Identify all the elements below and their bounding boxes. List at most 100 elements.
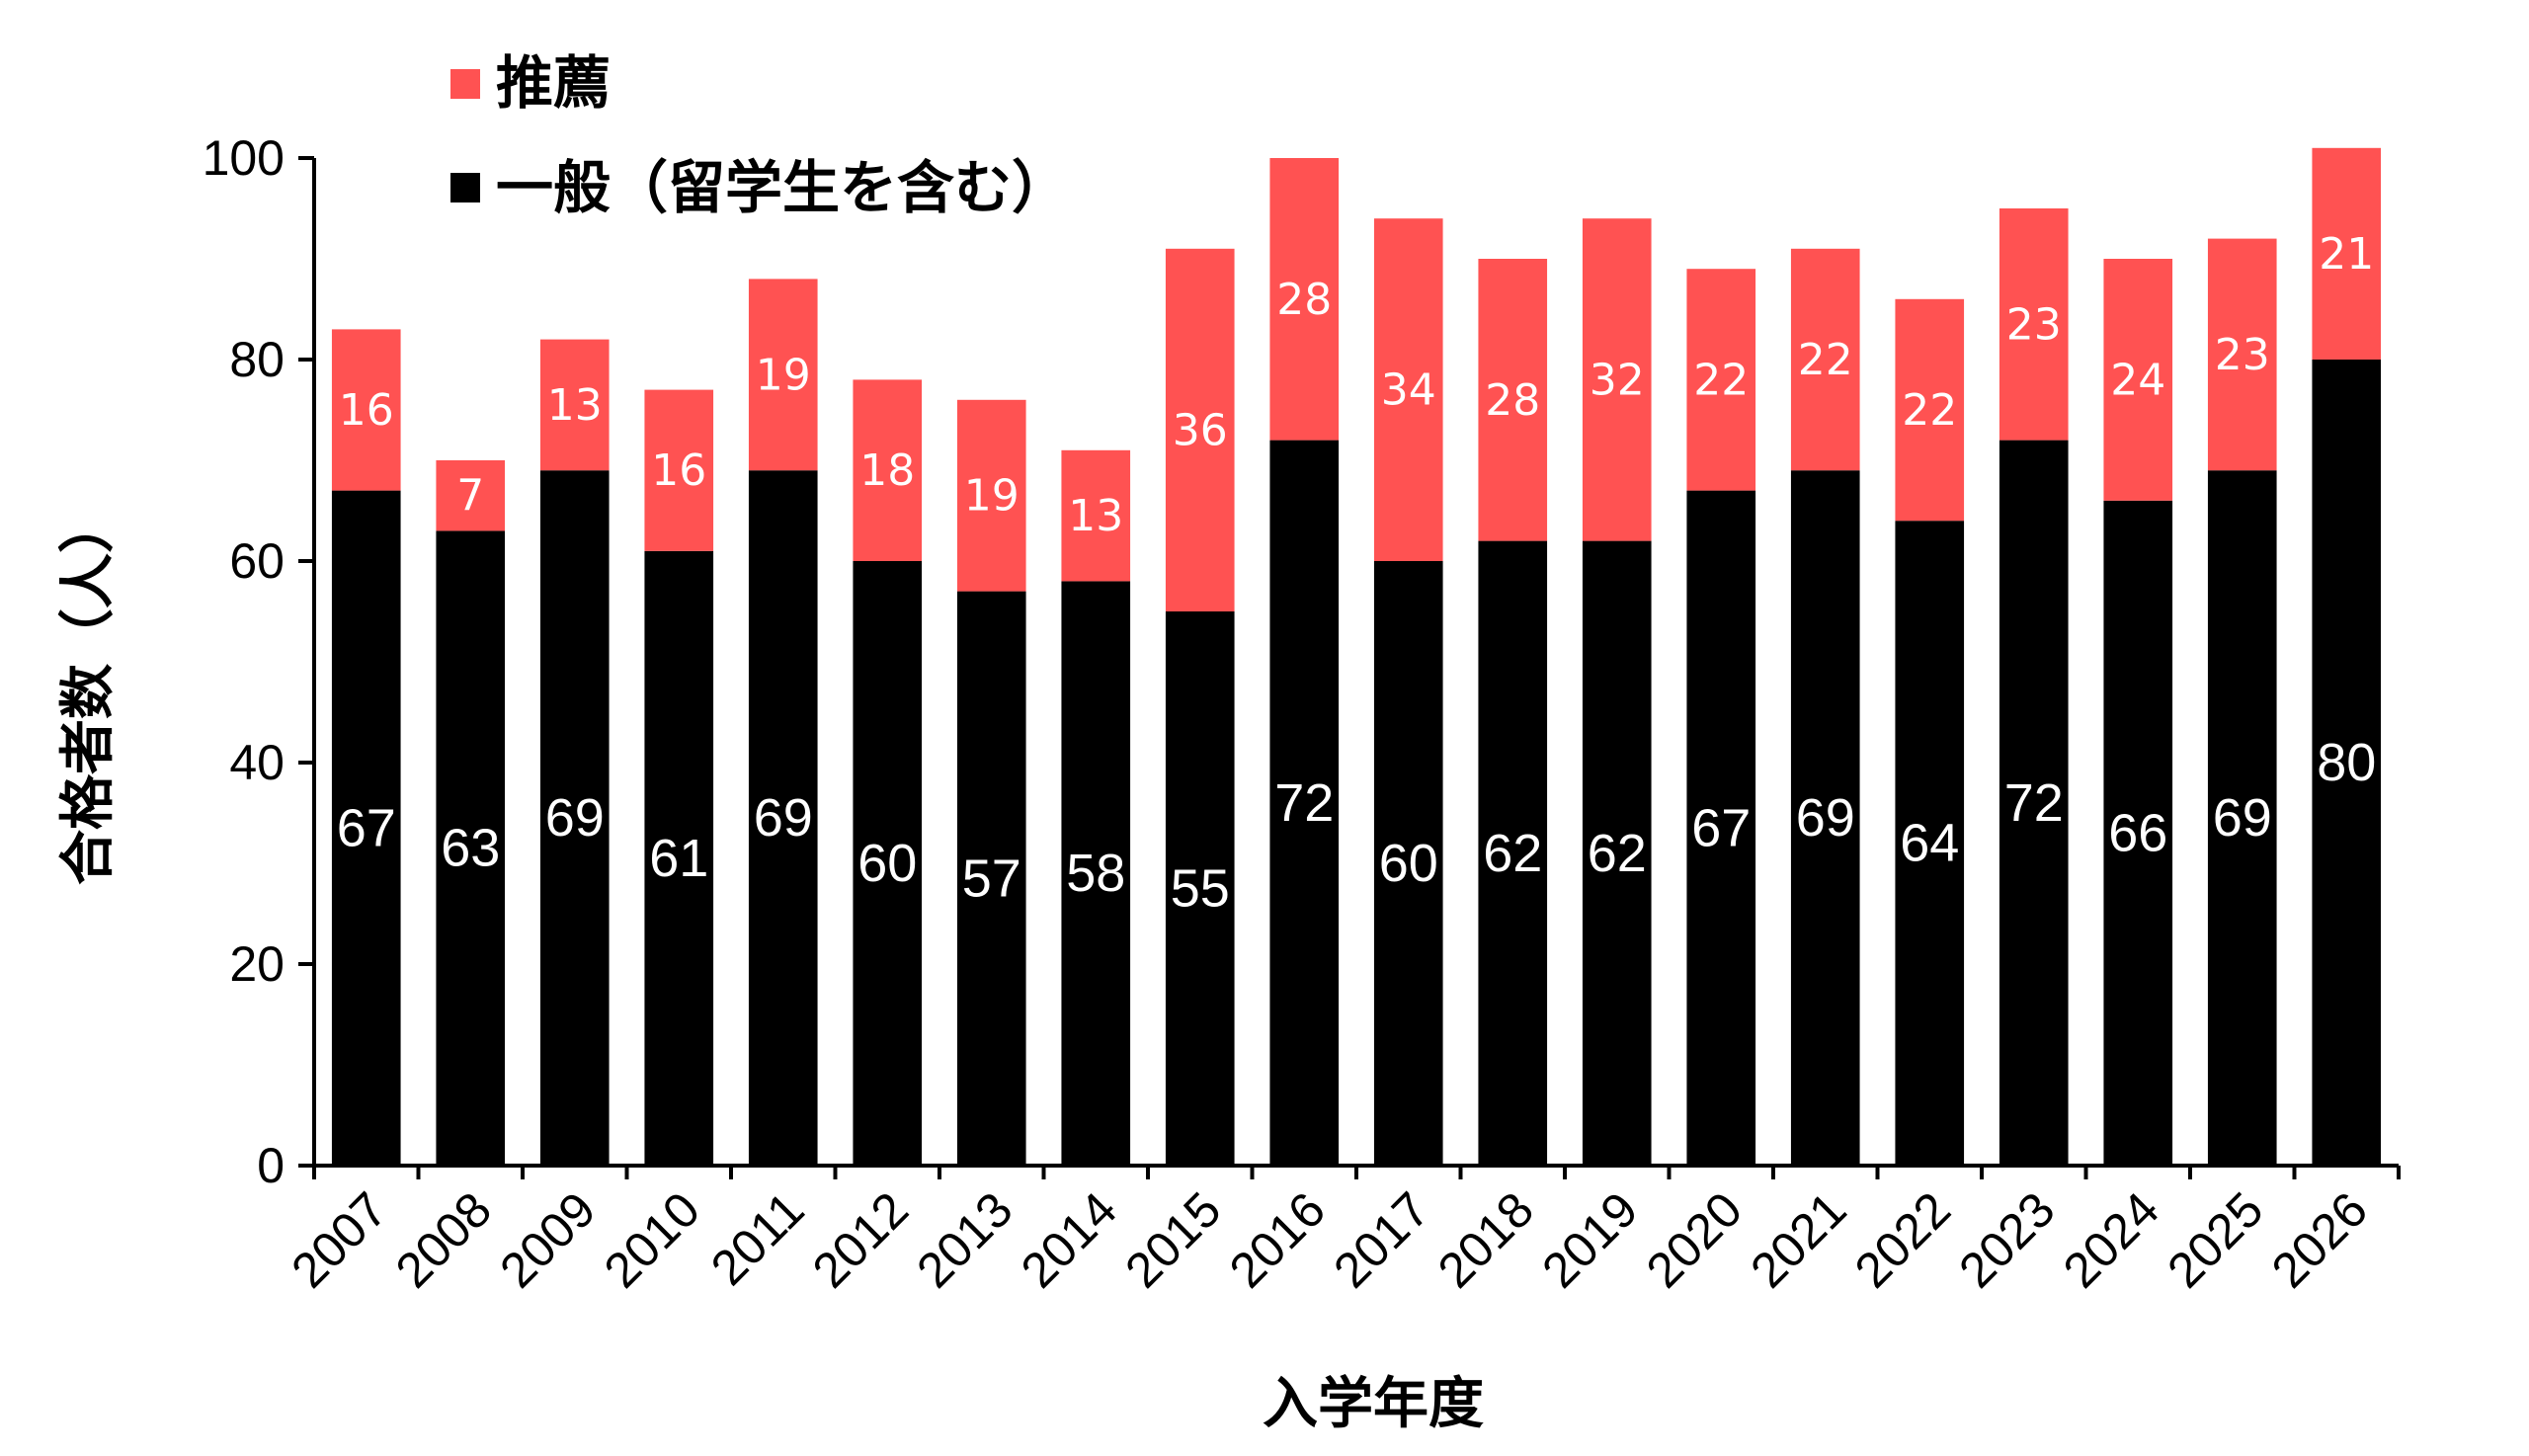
bar-suisen-2007 [331,329,401,491]
data-label-suisen-2024: 24 [2110,355,2165,405]
data-label-suisen-2016: 28 [1276,275,1332,325]
data-label-ippan-2007: 67 [337,798,396,857]
data-label-ippan-2008: 63 [441,819,500,878]
y-tick-label: 100 [203,130,285,186]
x-tick-label-2024: 2024 [2053,1181,2169,1298]
bar-ippan-2010 [644,550,714,1166]
y-tick-label: 0 [257,1138,285,1193]
x-tick-label-2023: 2023 [1948,1181,2065,1298]
bar-suisen-2021 [1790,248,1860,471]
bar-ippan-2008 [436,530,506,1166]
bar-ippan-2022 [1895,521,1965,1166]
bar-ippan-2017 [1373,561,1443,1166]
bar-suisen-2022 [1895,298,1965,522]
bar-suisen-2024 [2103,259,2173,501]
x-tick-label-2014: 2014 [1011,1181,1127,1298]
data-label-suisen-2025: 23 [2215,330,2270,380]
legend-label-ippan: 一般（留学生を含む） [496,154,1069,221]
legend: 推薦 一般（留学生を含む） [450,49,1069,221]
bars-layer [331,147,2382,1167]
data-label-ippan-2020: 67 [1691,798,1751,857]
bar-suisen-2020 [1686,269,1756,491]
x-tick-label-2009: 2009 [489,1181,606,1298]
data-label-ippan-2016: 72 [1274,773,1334,833]
bar-ippan-2009 [539,470,610,1166]
x-tick-label-2018: 2018 [1428,1181,1544,1298]
data-label-suisen-2026: 21 [2319,229,2374,280]
axes-layer [312,158,2399,1168]
y-tick-label: 40 [229,735,285,790]
bar-ippan-2014 [1061,581,1131,1166]
bar-ippan-2013 [956,591,1026,1166]
bar-suisen-2023 [1999,208,2069,441]
legend-swatch-ippan [450,173,480,202]
ticks-layer: 0 20 40 60 80 100 [203,130,2401,1193]
x-tick-label-2017: 2017 [1323,1181,1439,1298]
x-tick-label-2021: 2021 [1740,1181,1856,1298]
bar-ippan-2016 [1269,440,1340,1167]
y-tick-label: 20 [229,936,285,992]
y-axis-title: 合格者数（人） [56,498,121,885]
bar-ippan-2011 [748,470,818,1166]
data-label-ippan-2015: 55 [1171,859,1230,919]
x-tick-label-2020: 2020 [1636,1181,1753,1298]
x-tick-label-2015: 2015 [1114,1181,1231,1298]
data-label-suisen-2017: 34 [1381,365,1436,416]
bar-suisen-2025 [2207,238,2277,471]
x-tick-label-2022: 2022 [1844,1181,1961,1298]
bar-suisen-2008 [436,460,506,531]
bar-suisen-2012 [853,379,923,561]
data-label-suisen-2019: 32 [1590,355,1645,405]
bar-suisen-2019 [1582,218,1652,541]
x-tick-label-2011: 2011 [700,1181,815,1296]
data-label-ippan-2010: 61 [649,829,708,888]
data-label-ippan-2021: 69 [1796,788,1855,848]
data-label-ippan-2009: 69 [545,788,605,848]
data-label-ippan-2025: 69 [2213,788,2272,848]
bar-suisen-2010 [644,389,714,551]
bar-ippan-2021 [1790,470,1860,1166]
data-label-ippan-2022: 64 [1900,814,1959,873]
data-label-ippan-2014: 58 [1066,844,1125,903]
bar-suisen-2017 [1373,218,1443,561]
data-label-ippan-2012: 60 [857,834,917,893]
legend-label-suisen: 推薦 [496,49,611,117]
bar-ippan-2024 [2103,500,2173,1166]
data-label-suisen-2009: 13 [547,380,603,431]
data-label-suisen-2008: 7 [456,471,484,522]
y-tick-label: 60 [229,533,285,589]
bar-ippan-2018 [1478,540,1548,1166]
data-label-suisen-2015: 36 [1173,405,1228,455]
legend-swatch-suisen [450,69,480,99]
bar-ippan-2026 [2312,360,2382,1166]
data-label-suisen-2020: 22 [1693,355,1749,405]
bar-suisen-2015 [1165,248,1235,612]
bar-suisen-2011 [748,279,818,471]
y-tick-label: 80 [229,332,285,387]
bar-ippan-2020 [1686,490,1756,1167]
data-label-suisen-2011: 19 [756,350,811,400]
data-label-ippan-2023: 72 [2004,773,2064,833]
data-label-suisen-2010: 16 [651,445,706,496]
x-tick-label-2012: 2012 [802,1181,919,1298]
data-label-ippan-2017: 60 [1379,834,1438,893]
x-tick-label-2010: 2010 [594,1181,710,1298]
bar-suisen-2016 [1269,158,1340,441]
x-axis-title: 入学年度 [1263,1372,1484,1436]
data-label-suisen-2023: 23 [2006,299,2062,350]
data-label-ippan-2018: 62 [1483,824,1542,883]
data-label-ippan-2019: 62 [1588,824,1647,883]
data-label-ippan-2026: 80 [2317,733,2376,792]
bar-suisen-2018 [1478,259,1548,541]
data-label-ippan-2024: 66 [2108,803,2167,862]
data-label-suisen-2013: 19 [964,471,1020,522]
data-label-ippan-2013: 57 [962,849,1021,908]
data-label-ippan-2011: 69 [754,788,813,848]
bar-suisen-2026 [2312,147,2382,360]
data-label-suisen-2021: 22 [1798,335,1853,385]
x-tick-label-2016: 2016 [1219,1181,1336,1298]
bar-ippan-2007 [331,490,401,1167]
x-tick-label-2008: 2008 [385,1181,502,1298]
